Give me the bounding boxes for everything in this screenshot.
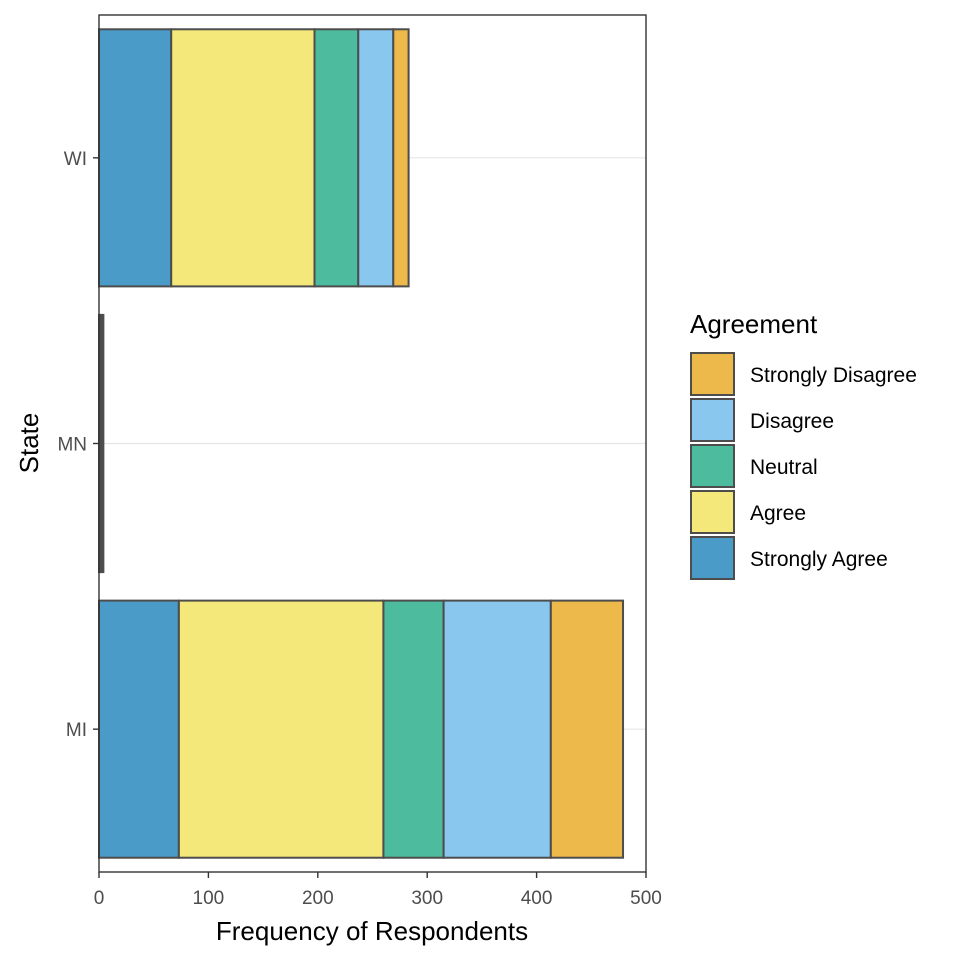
legend-label-neutral: Neutral [750,456,818,479]
y-axis-title: State [14,413,44,474]
y-tick-label-mi: MI [66,720,87,741]
bar-wi-agree [170,28,316,288]
bar-mi-disagree [442,599,552,859]
bar-wi-disagree [357,28,395,288]
x-axis-title: Frequency of Respondents [216,916,528,946]
x-tick-label-0: 0 [94,888,105,909]
legend-key-disagree [690,398,735,442]
bar-mi-neutral [382,599,445,859]
bars [98,28,625,859]
legend-key-agree [690,490,735,534]
legend-key-neutral [690,444,735,488]
y-tick-label-wi: WI [64,149,87,170]
bar-wi-neutral [313,28,360,288]
bar-wi-strongly-disagree [392,28,410,288]
x-tick-label-200: 200 [302,888,334,909]
y-tick-label-mn: MN [57,435,87,456]
x-tick-label-500: 500 [630,888,662,909]
legend-label-strongly-agree: Strongly Agree [750,548,888,571]
legend-title: Agreement [690,309,818,339]
legend-key-strongly-agree [690,536,735,580]
axes: MI MN WI 0 100 200 300 400 500 [57,149,661,909]
legend-key-strongly-disagree [690,352,735,396]
bar-mn-disagree [101,313,105,574]
legend-label-disagree: Disagree [750,410,834,433]
x-tick-label-300: 300 [411,888,443,909]
bar-wi-strongly-agree [98,28,173,288]
legend-label-agree: Agree [750,502,806,525]
legend-label-strongly-disagree: Strongly Disagree [750,364,917,387]
bar-mi-strongly-disagree [549,599,625,859]
bar-mi-strongly-agree [98,599,180,859]
bar-mi-agree [177,599,385,859]
x-tick-label-400: 400 [521,888,553,909]
x-tick-label-100: 100 [193,888,225,909]
legend: Agreement Strongly Disagree Disagree Neutr… [690,309,917,580]
